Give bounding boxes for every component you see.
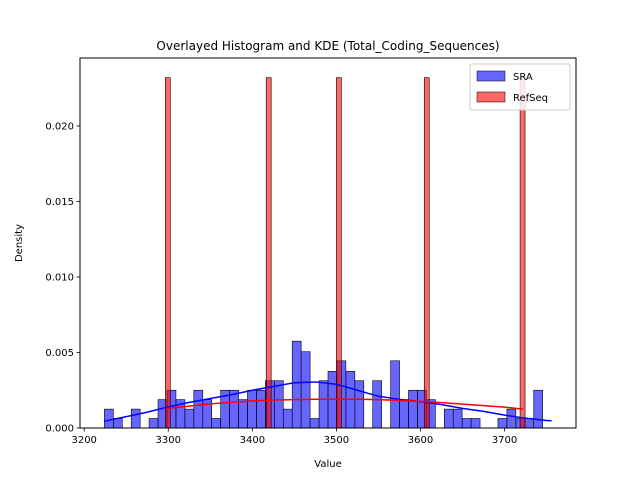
chart-title: Overlayed Histogram and KDE (Total_Codin…	[156, 39, 499, 53]
sra-bar	[130, 408, 141, 429]
sra-bar	[193, 389, 204, 429]
refseq-bar	[423, 77, 430, 429]
sra-bar	[282, 408, 293, 429]
sra-bar	[461, 418, 472, 429]
sra-bar	[113, 418, 123, 429]
legend-label-sra: SRA	[513, 72, 533, 83]
y-tick-label: 0.010	[45, 272, 74, 283]
y-axis: 0.000 0.005 0.010 0.015 0.020	[45, 121, 80, 435]
x-tick-label: 3400	[240, 435, 265, 446]
x-axis: 3200 3300 3400 3500 3600 3700	[71, 428, 517, 446]
axes-frame	[79, 57, 577, 429]
sra-bar	[443, 408, 454, 429]
legend-swatch-refseq	[476, 91, 506, 103]
sra-bar	[399, 399, 409, 429]
sra-bar	[470, 418, 481, 429]
sra-bar	[506, 408, 517, 429]
refseq-bar	[519, 77, 526, 429]
sra-bar	[309, 418, 320, 429]
y-tick-label: 0.005	[45, 348, 74, 359]
sra-bar	[372, 380, 382, 429]
sra-bar	[256, 389, 266, 429]
sra-bar	[390, 360, 400, 429]
legend-swatch-sra	[476, 70, 506, 82]
sra-bar	[238, 399, 248, 429]
sra-bar	[211, 418, 221, 429]
sra-bar	[524, 418, 535, 429]
sra-bar	[300, 351, 311, 429]
y-tick-label: 0.015	[45, 197, 74, 208]
sra-bar	[291, 340, 302, 429]
sra-bar	[184, 408, 195, 429]
sra-bar	[533, 389, 543, 429]
refseq-bar	[336, 77, 342, 429]
sra-bar	[104, 408, 114, 429]
legend: SRA RefSeq	[469, 63, 571, 111]
sra-bar	[452, 408, 463, 429]
x-tick-label: 3300	[156, 435, 181, 446]
x-axis-label: Value	[314, 459, 341, 470]
x-tick-label: 3200	[71, 435, 96, 446]
y-tick-label: 0.000	[45, 424, 74, 435]
sra-bar	[408, 389, 418, 429]
y-tick-label: 0.020	[45, 121, 74, 132]
sra-bar	[274, 380, 284, 429]
sra-bar	[318, 380, 329, 429]
x-tick-label: 3700	[492, 435, 517, 446]
y-axis-label: Density	[14, 224, 25, 262]
sra-bar	[229, 389, 239, 429]
refseq-bar	[165, 77, 171, 429]
legend-label-refseq: RefSeq	[513, 93, 548, 104]
x-tick-label: 3600	[408, 435, 433, 446]
sra-bar	[354, 380, 365, 429]
sra-bar	[497, 418, 508, 429]
kde-line-sra	[104, 381, 552, 422]
refseq-bar	[265, 77, 272, 429]
kde-line-refseq	[167, 398, 524, 410]
sra-bar	[148, 418, 159, 429]
x-tick-label: 3500	[324, 435, 349, 446]
sra-bar	[247, 389, 257, 429]
